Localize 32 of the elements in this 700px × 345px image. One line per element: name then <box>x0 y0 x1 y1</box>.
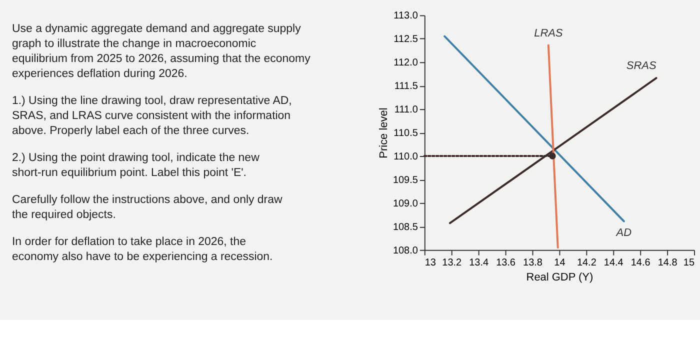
y-tick-label: 109.5 <box>392 174 418 186</box>
text: 2.) Using the point drawing tool, indicate the new short-run equilibrium point. Label this point 'E'. <box>12 152 260 179</box>
y-tick-label: 111.5 <box>394 81 418 92</box>
y-tick-label: 112.0 <box>394 58 418 69</box>
x-tick-label: 14.2 <box>576 257 597 268</box>
y-tick-label: 108.5 <box>392 222 418 233</box>
x-tick-label: 13.6 <box>496 257 516 268</box>
x-tick-label: 14.8 <box>658 257 678 268</box>
text: Carefully follow the instructions above, and only draw the required objects. <box>12 194 283 221</box>
y-tick-label: 108.0 <box>392 245 418 256</box>
text: Use a dynamic aggregate demand and aggregate supply graph to illustrate the change in macroeconomic equilibrium from 2025 to 2026, assuming that the economy experiences deflation during 2026. <box>12 23 311 80</box>
text: In order for deflation to take place in 2026, the economy also have to be experiencing a recession. <box>12 236 273 263</box>
x-tick-label: 14.6 <box>630 257 651 268</box>
x-tick-label: 13.8 <box>523 257 543 268</box>
x-axis-title: Real GDP (Y) <box>526 271 594 284</box>
text: 1.) Using the line drawing tool, draw representative AD, SRAS, and LRAS curve consistent with the information above. Properly label each of the three curves. <box>12 95 292 138</box>
series-label: LRAS <box>534 27 564 40</box>
x-tick-label: 13.4 <box>469 257 489 268</box>
y-tick-label: 113.0 <box>394 10 418 22</box>
x-tick-label: 15 <box>683 257 695 268</box>
series-label: AD <box>615 227 632 240</box>
x-tick-label: 13 <box>424 257 436 268</box>
y-tick-label: 111.0 <box>394 104 418 116</box>
series-label: SRAS <box>626 60 657 72</box>
y-tick-label: 109.0 <box>392 198 418 210</box>
y-tick-label: 110.0 <box>394 152 418 162</box>
x-tick-label: 14 <box>554 257 566 268</box>
y-tick-label: 112.5 <box>394 34 418 46</box>
y-axis-title: Price level <box>378 108 390 158</box>
x-tick-label: 14.4 <box>604 257 624 268</box>
x-tick-label: 13.2 <box>442 257 462 268</box>
y-tick-label: 110.5 <box>394 128 418 140</box>
